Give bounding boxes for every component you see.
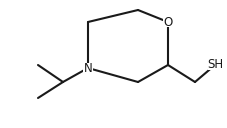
Text: SH: SH: [206, 58, 222, 72]
FancyBboxPatch shape: [162, 17, 172, 27]
FancyBboxPatch shape: [83, 63, 93, 73]
Text: O: O: [163, 15, 172, 29]
FancyBboxPatch shape: [207, 60, 221, 70]
Text: N: N: [83, 61, 92, 74]
